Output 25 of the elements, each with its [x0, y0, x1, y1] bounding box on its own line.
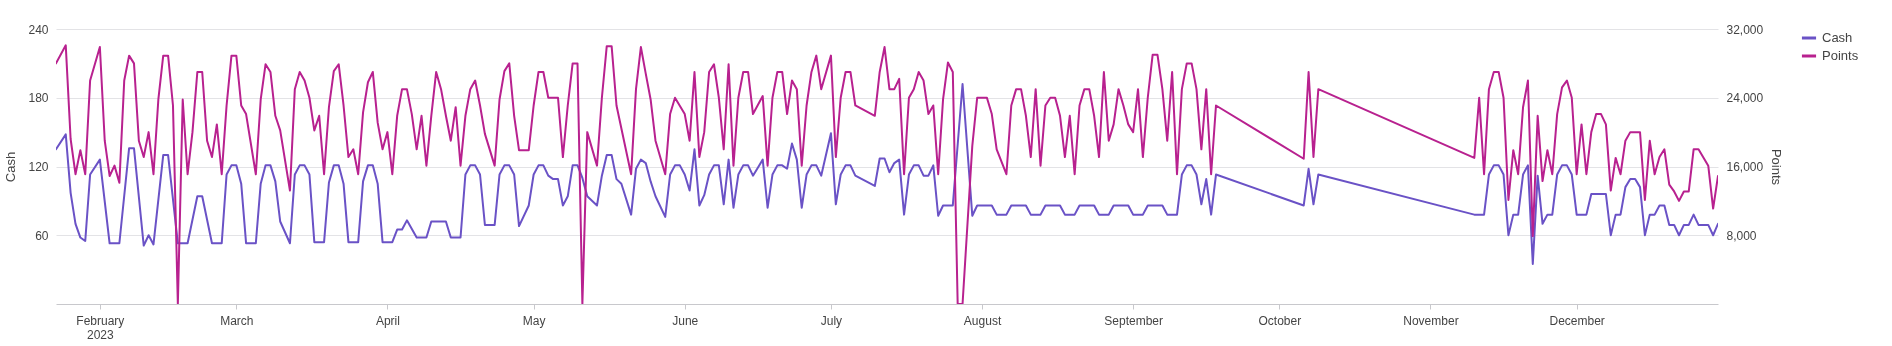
line-series [56, 44, 1718, 304]
legend-label: Cash [1822, 30, 1853, 45]
y-tick-label: 240 [28, 22, 49, 37]
x-tick-label: September [1104, 313, 1163, 328]
x-tick-label: April [375, 313, 400, 328]
x-tick-label: May [522, 313, 546, 328]
x-tick-label: August [963, 313, 1002, 328]
line-series [56, 83, 1718, 265]
x-tick-label: October [1258, 313, 1302, 328]
legend-label: Points [1822, 48, 1859, 63]
y2-tick-label: 16,000 [1726, 160, 1764, 174]
x-tick-label: December [1549, 313, 1605, 328]
y-tick-label: 60 [35, 228, 49, 243]
y2-axis-title: Points [1769, 148, 1785, 186]
y2-tick-label: 32,000 [1726, 22, 1764, 37]
x-tick-label: July [820, 313, 843, 328]
y-tick-label: 120 [28, 160, 49, 174]
y-tick-label: 180 [28, 91, 49, 106]
y-axis-title: Cash [3, 151, 19, 183]
y2-tick-label: 24,000 [1726, 91, 1764, 106]
x-tick-label: February 2023 [76, 313, 125, 342]
x-tick-label: March [220, 313, 254, 328]
y2-tick-label: 8,000 [1726, 228, 1757, 243]
x-tick-label: November [1403, 313, 1459, 328]
x-tick-label: June [672, 313, 699, 328]
